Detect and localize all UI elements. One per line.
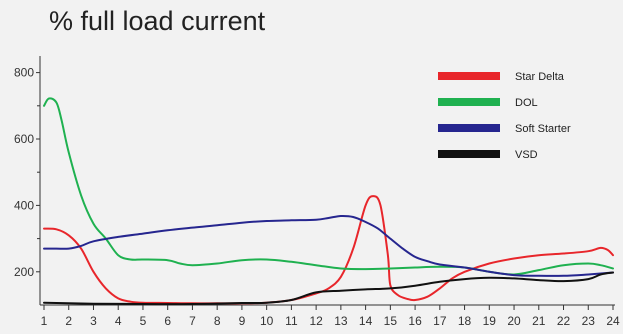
x-tick-label: 7 bbox=[189, 314, 196, 328]
legend-label-soft-starter: Soft Starter bbox=[515, 123, 571, 135]
x-tick-label: 13 bbox=[334, 314, 348, 328]
x-tick-label: 24 bbox=[606, 314, 620, 328]
legend-swatch-vsd bbox=[438, 150, 500, 158]
y-tick-label: 200 bbox=[14, 265, 34, 279]
x-tick-label: 18 bbox=[458, 314, 472, 328]
x-tick-label: 10 bbox=[260, 314, 274, 328]
y-axis-ticks: 200 400 600 800 bbox=[14, 66, 40, 279]
x-tick-label: 12 bbox=[309, 314, 323, 328]
legend-label-star-delta: Star Delta bbox=[515, 71, 565, 83]
x-tick-label: 23 bbox=[582, 314, 596, 328]
x-tick-label: 17 bbox=[433, 314, 447, 328]
series-line-star-delta bbox=[43, 195, 614, 305]
x-axis-ticks: 1 2 3 4 5 6 7 8 9 10 11 12 13 14 15 16 17 18 19 20 21 22 23 24 bbox=[41, 305, 620, 328]
legend-label-vsd: VSD bbox=[515, 149, 538, 161]
x-tick-label: 9 bbox=[239, 314, 246, 328]
y-tick-label: 400 bbox=[14, 198, 34, 212]
legend-swatch-dol bbox=[438, 98, 500, 106]
x-tick-label: 22 bbox=[557, 314, 571, 328]
x-tick-label: 19 bbox=[483, 314, 497, 328]
x-tick-label: 14 bbox=[359, 314, 373, 328]
x-tick-label: 6 bbox=[164, 314, 171, 328]
x-tick-label: 5 bbox=[140, 314, 147, 328]
legend-label-dol: DOL bbox=[515, 97, 538, 109]
series-line-vsd bbox=[43, 271, 614, 306]
chart-title: % full load current bbox=[49, 6, 266, 36]
x-tick-label: 2 bbox=[65, 314, 72, 328]
x-tick-label: 1 bbox=[41, 314, 48, 328]
x-tick-label: 16 bbox=[408, 314, 422, 328]
x-tick-label: 20 bbox=[507, 314, 521, 328]
y-tick-label: 800 bbox=[14, 66, 34, 80]
x-tick-label: 21 bbox=[532, 314, 546, 328]
x-tick-label: 15 bbox=[384, 314, 398, 328]
legend: Star Delta DOL Soft Starter VSD bbox=[438, 71, 571, 161]
series-line-soft-starter bbox=[43, 214, 614, 277]
x-tick-label: 3 bbox=[90, 314, 97, 328]
legend-swatch-soft-starter bbox=[438, 124, 500, 132]
series-lines bbox=[43, 97, 614, 306]
x-tick-label: 8 bbox=[214, 314, 221, 328]
x-tick-label: 11 bbox=[285, 314, 298, 328]
legend-swatch-star-delta bbox=[438, 72, 500, 80]
y-tick-label: 600 bbox=[14, 132, 34, 146]
x-tick-label: 4 bbox=[115, 314, 122, 328]
